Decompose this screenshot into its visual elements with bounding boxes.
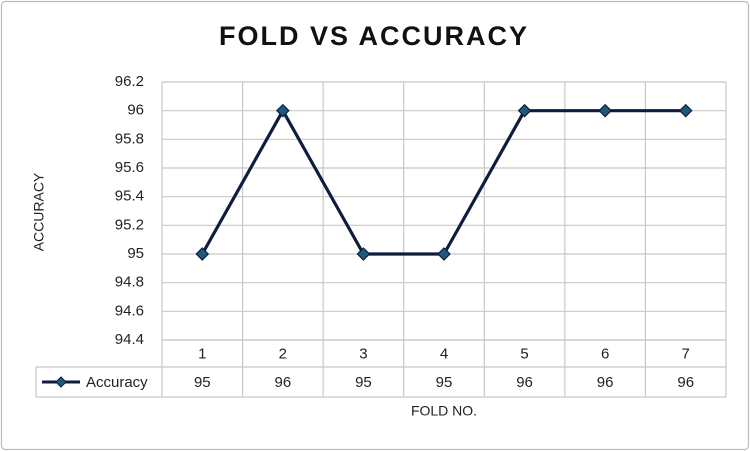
y-tick-label: 95.6	[115, 159, 144, 176]
x-tick-label: 7	[682, 345, 690, 362]
legend-key-marker	[55, 376, 67, 388]
point-marker	[276, 103, 290, 118]
point-marker	[598, 103, 612, 118]
x-tick-label: 1	[198, 345, 206, 362]
point-marker	[195, 247, 210, 261]
y-tick-label: 95.2	[115, 216, 144, 233]
x-tick-label: 2	[279, 345, 287, 362]
legend-label: Accuracy	[86, 374, 148, 391]
y-tick-label: 95	[127, 245, 144, 262]
x-tick-label: 4	[440, 345, 448, 362]
x-tick-label: 5	[520, 345, 528, 362]
table-value: 95	[436, 374, 453, 391]
x-tick-label: 3	[359, 345, 367, 362]
table-value: 96	[516, 374, 533, 391]
table-value: 95	[194, 374, 211, 391]
table-value: 96	[275, 374, 292, 391]
y-tick-label: 94.4	[115, 331, 144, 348]
point-marker	[437, 247, 451, 261]
x-axis-title: FOLD NO.	[411, 403, 477, 419]
y-tick-label: 94.6	[115, 302, 144, 319]
point-marker	[517, 103, 532, 118]
y-tick-label: 95.8	[115, 130, 144, 147]
point-marker	[356, 247, 371, 261]
y-tick-label: 95.4	[115, 188, 144, 205]
y-tick-label: 96	[127, 102, 144, 119]
chart-title: FOLD VS ACCURACY	[219, 21, 529, 51]
table-value: 96	[677, 374, 694, 391]
y-axis-title: ACCURACY	[31, 172, 47, 251]
y-tick-label: 94.8	[115, 274, 144, 291]
point-marker	[678, 103, 693, 118]
table-value: 95	[355, 374, 372, 391]
table-value: 96	[597, 374, 614, 391]
x-tick-label: 6	[601, 345, 609, 362]
y-tick-label: 96.2	[115, 73, 144, 90]
